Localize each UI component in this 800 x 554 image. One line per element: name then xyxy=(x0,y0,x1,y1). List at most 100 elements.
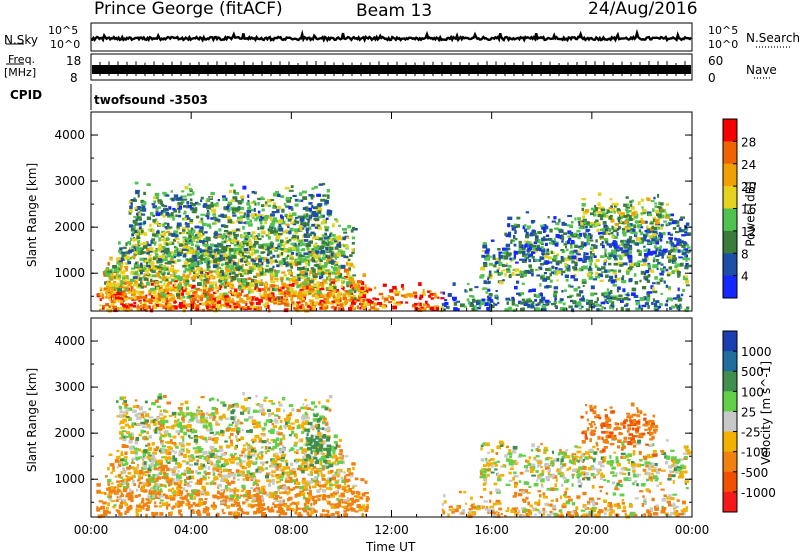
velocity-echo-cell xyxy=(197,513,202,516)
power-echo-cell xyxy=(582,295,585,300)
power-echo-cell xyxy=(662,248,668,253)
velocity-echo-cell xyxy=(302,488,307,491)
power-echo-cell xyxy=(490,239,495,242)
power-echo-cell xyxy=(282,230,286,234)
power-echo-cell xyxy=(262,243,268,248)
power-echo-cell xyxy=(190,255,193,258)
power-echo-cell xyxy=(529,241,532,244)
power-echo-cell xyxy=(308,202,313,205)
power-echo-cell xyxy=(231,293,235,296)
velocity-echo-cell xyxy=(110,488,116,492)
power-echo-cell xyxy=(494,303,498,306)
power-echo-cell xyxy=(149,274,152,278)
velocity-echo-cell xyxy=(121,500,124,504)
power-echo-cell xyxy=(151,203,156,206)
power-echo-cell xyxy=(535,303,539,307)
power-echo-cell xyxy=(665,284,669,288)
power-echo-cell xyxy=(270,277,274,281)
power-echo-cell xyxy=(436,307,439,311)
power-echo-cell xyxy=(219,242,224,247)
power-echo-cell xyxy=(225,257,230,260)
power-echo-cell xyxy=(578,300,582,304)
velocity-echo-cell xyxy=(326,500,329,503)
power-echo-cell xyxy=(140,262,143,266)
power-echo-cell xyxy=(684,278,689,281)
power-echo-cell xyxy=(261,204,265,208)
power-echo-cell xyxy=(656,206,660,209)
power-echo-cell xyxy=(112,291,117,294)
power-echo-cell xyxy=(255,280,260,284)
power-echo-cell xyxy=(653,196,656,200)
velocity-echo-cell xyxy=(239,494,243,497)
power-echo-cell xyxy=(290,242,295,246)
power-echo-cell xyxy=(276,279,279,283)
power-echo-cell xyxy=(571,308,574,312)
velocity-echo-cell xyxy=(189,480,193,483)
power-echo-cell xyxy=(250,278,256,283)
power-echo-cell xyxy=(251,251,256,255)
power-echo-cell xyxy=(238,300,242,303)
power-echo-cell xyxy=(155,218,158,221)
power-echo-cell xyxy=(174,235,178,240)
velocity-echo-cell xyxy=(225,480,228,484)
power-echo-cell xyxy=(521,244,527,249)
power-echo-cell xyxy=(296,235,300,240)
power-echo-cell xyxy=(190,266,195,270)
velocity-echo-cell xyxy=(364,513,367,516)
power-echo-cell xyxy=(295,278,299,283)
power-echo-cell xyxy=(533,293,536,298)
power-echo-cell xyxy=(326,189,330,193)
power-echo-cell xyxy=(121,251,126,254)
power-echo-cell xyxy=(526,225,531,229)
power-echo-cell xyxy=(238,287,242,291)
power-echo-cell xyxy=(655,223,661,226)
power-echo-cell xyxy=(315,263,321,267)
power-echo-cell xyxy=(170,274,174,278)
power-echo-cell xyxy=(612,284,617,287)
power-echo-cell xyxy=(168,241,173,244)
power-echo-cell xyxy=(229,248,234,252)
power-echo-cell xyxy=(130,271,134,275)
power-echo-cell xyxy=(591,223,596,226)
power-echo-cell xyxy=(629,262,634,267)
power-echo-cell xyxy=(129,247,132,250)
power-echo-cell xyxy=(179,276,183,280)
velocity-echo-cell xyxy=(272,502,275,506)
velocity-echo-cell xyxy=(136,508,140,512)
power-echo-cell xyxy=(266,287,271,291)
power-echo-cell xyxy=(647,248,651,253)
power-echo-cell xyxy=(528,289,533,292)
power-echo-cell xyxy=(245,282,250,286)
power-echo-cell xyxy=(563,232,568,235)
power-echo-cell xyxy=(604,248,607,252)
power-echo-cell xyxy=(235,292,241,295)
power-echo-cell xyxy=(254,236,258,241)
power-echo-cell xyxy=(206,296,209,300)
power-echo-cell xyxy=(270,284,276,288)
power-echo-cell xyxy=(585,235,590,239)
power-echo-cell xyxy=(629,230,632,233)
power-echo-cell xyxy=(227,201,233,206)
power-echo-cell xyxy=(488,262,493,266)
velocity-echo-cell xyxy=(172,494,177,497)
power-echo-cell xyxy=(650,200,655,203)
power-echo-cell xyxy=(309,210,313,214)
power-echo-cell xyxy=(578,223,582,227)
power-echo-cell xyxy=(542,229,546,233)
power-echo-cell xyxy=(350,229,354,233)
power-echo-cell xyxy=(510,240,513,244)
power-echo-cell xyxy=(676,270,681,275)
power-echo-cell xyxy=(220,304,225,307)
power-echo-cell xyxy=(302,257,307,261)
power-echo-cell xyxy=(602,212,607,216)
power-echo-cell xyxy=(172,207,176,211)
power-echo-cell xyxy=(254,279,257,283)
power-echo-cell xyxy=(191,203,196,207)
power-echo-cell xyxy=(204,274,207,277)
power-echo-cell xyxy=(620,243,624,246)
power-echo-cell xyxy=(185,303,191,308)
power-echo-cell xyxy=(225,300,229,304)
power-echo-cell xyxy=(625,308,631,312)
power-echo-cell xyxy=(527,247,533,250)
velocity-echo-cell xyxy=(159,502,162,505)
